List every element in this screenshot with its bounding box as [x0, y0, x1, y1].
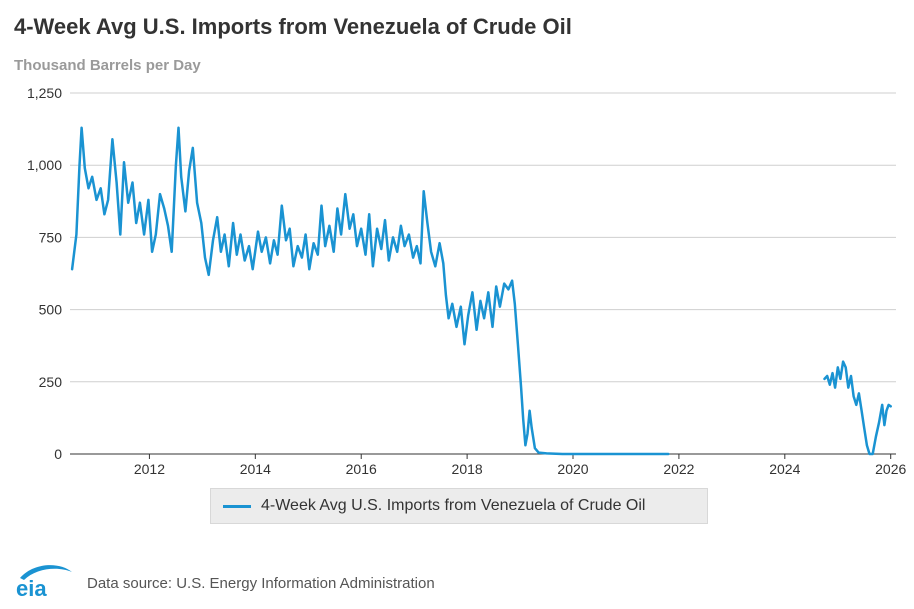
x-tick-label: 2016 [346, 461, 377, 477]
chart-legend[interactable]: 4-Week Avg U.S. Imports from Venezuela o… [210, 488, 708, 524]
series-line [823, 360, 892, 456]
data-source-note: Data source: U.S. Energy Information Adm… [87, 575, 435, 592]
y-tick-label: 1,000 [27, 157, 62, 173]
x-tick-label: 2018 [452, 461, 483, 477]
chart-subtitle: Thousand Barrels per Day [14, 57, 201, 74]
x-tick-label: 2012 [134, 461, 165, 477]
y-tick-label: 250 [39, 374, 63, 390]
x-tick-label: 2024 [769, 461, 800, 477]
chart-title: 4-Week Avg U.S. Imports from Venezuela o… [14, 14, 572, 39]
eia-logo-icon: eia [16, 565, 72, 600]
series-line [70, 126, 670, 456]
x-tick-label: 2022 [663, 461, 694, 477]
y-tick-label: 750 [39, 229, 63, 245]
svg-text:eia: eia [16, 576, 47, 600]
y-tick-label: 500 [39, 302, 63, 318]
x-tick-label: 2026 [875, 461, 906, 477]
legend-swatch [223, 505, 251, 508]
x-tick-label: 2014 [240, 461, 271, 477]
y-tick-label: 1,250 [27, 85, 62, 101]
y-tick-label: 0 [54, 446, 62, 462]
x-tick-label: 2020 [557, 461, 588, 477]
legend-label: 4-Week Avg U.S. Imports from Venezuela o… [261, 497, 646, 514]
